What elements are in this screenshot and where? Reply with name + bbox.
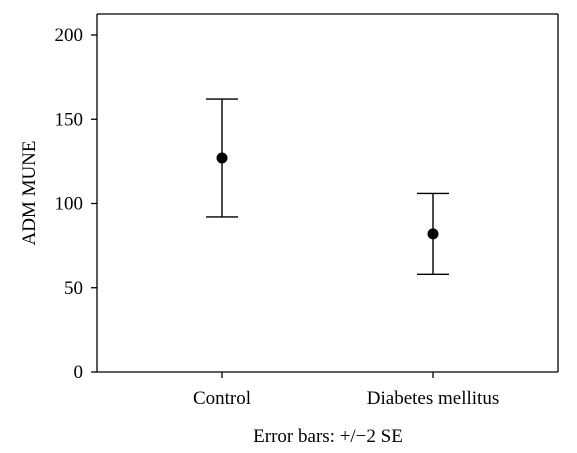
x-tick-label: Diabetes mellitus — [367, 388, 499, 409]
plot-frame — [96, 13, 559, 373]
y-tick-label: 150 — [55, 109, 84, 130]
x-tick-label: Control — [193, 388, 251, 409]
x-axis-ticks: Control Diabetes mellitus — [193, 372, 499, 409]
y-tick-label: 50 — [64, 278, 83, 299]
x-axis-title: Error bars: +/−2 SE — [253, 426, 403, 447]
y-tick-label: 200 — [55, 25, 84, 46]
y-tick-label: 0 — [74, 362, 84, 383]
y-tick-label: 100 — [55, 194, 84, 215]
y-axis-ticks: 0 50 100 150 200 — [55, 25, 97, 383]
y-axis-title: ADM MUNE — [19, 140, 40, 245]
data-marks — [206, 98, 449, 275]
data-point — [427, 228, 439, 240]
data-point — [216, 152, 228, 164]
